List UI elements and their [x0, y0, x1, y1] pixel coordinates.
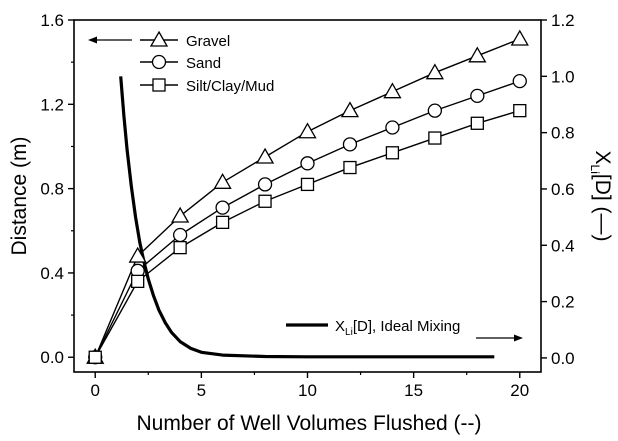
legend-ideal-mixing-label: XLi[D], Ideal Mixing [335, 318, 460, 338]
series-silt-point-3 [215, 215, 230, 229]
y-right-tick-label-3: 0.6 [551, 180, 575, 199]
series-silt-point-2 [173, 240, 187, 255]
series-silt-point-6 [343, 160, 357, 175]
legend-sand-marker [151, 54, 167, 70]
y-axis-right-label-x: X [591, 150, 614, 164]
legend-gravel-marker [149, 30, 169, 47]
x-tick-label-2: 10 [298, 381, 317, 400]
series-sand-point-2 [172, 227, 188, 243]
y-axis-right-label-tail: [D] (—) [591, 174, 614, 242]
x-axis-label: Number of Well Volumes Flushed (--) [136, 412, 481, 435]
series-ideal-mixing-line [119, 76, 495, 359]
series-sand-point-8 [427, 103, 443, 118]
y-right-tick-label-2: 0.4 [551, 236, 575, 255]
series-gravel-point-10 [510, 29, 529, 46]
series-silt-point-7 [385, 146, 400, 160]
series-sand-point-10 [512, 73, 527, 89]
series-gravel-point-1 [128, 246, 147, 263]
legend-arrow-left-head [88, 36, 97, 44]
series-gravel-point-9 [468, 46, 487, 63]
series-silt-point-8 [428, 131, 442, 145]
legend: Gravel Sand Silt/Clay/Mud [88, 30, 274, 95]
series-silt-point-0 [88, 350, 102, 364]
series-gravel-point-8 [425, 63, 444, 80]
series-sand-point-6 [342, 137, 358, 152]
series-gravel-point-6 [340, 101, 360, 118]
y-left-tick-label-4: 1.6 [40, 11, 64, 30]
y-right-tick-label-0: 0.0 [551, 349, 575, 368]
y-axis-right-label: XLi[D] (—) [588, 150, 614, 241]
series-sand-point-5 [300, 156, 315, 171]
series-sand-point-7 [385, 120, 400, 135]
legend-ideal-mixing-sub: Li [345, 327, 353, 338]
y-right-tick-label-5: 1.0 [551, 67, 575, 86]
x-tick-label-3: 15 [404, 381, 423, 400]
series-sand-point-3 [215, 200, 230, 215]
series-sand-point-4 [257, 177, 273, 192]
x-tick-label-1: 5 [197, 381, 206, 400]
y-right-tick-label-1: 0.2 [551, 293, 575, 312]
ticks: 0 5 10 15 20 0.0 0.4 0.8 1.2 1.6 0.0 0.2 0.4 0.6 0.8 1.… [40, 11, 574, 400]
legend-silt-marker [152, 78, 166, 92]
y-axis-left-label: Distance (m) [8, 136, 31, 255]
y-axis-right-label-sub: Li [588, 165, 602, 174]
legend-ideal-mixing-x: X [335, 318, 345, 335]
series-silt-point-1 [131, 274, 145, 289]
legend-sand-label: Sand [186, 55, 221, 72]
y-right-tick-label-4: 0.8 [551, 124, 575, 143]
y-left-tick-label-2: 0.8 [40, 180, 64, 199]
y-left-tick-label-3: 1.2 [40, 95, 64, 114]
series-silt-point-4 [258, 194, 272, 208]
legend-arrow-right-head [514, 334, 523, 342]
legend-right: XLi[D], Ideal Mixing [286, 318, 523, 342]
x-tick-label-0: 0 [90, 381, 99, 400]
series-gravel-point-3 [213, 172, 232, 189]
series-gravel-point-5 [298, 122, 317, 139]
series-gravel-point-7 [383, 82, 402, 99]
y-left-tick-label-1: 0.4 [40, 264, 64, 283]
legend-silt-label: Silt/Clay/Mud [186, 78, 274, 95]
plot-frame [73, 19, 542, 373]
series-layer [86, 29, 529, 365]
series-gravel-point-2 [171, 206, 190, 223]
series-silt-point-5 [300, 177, 315, 192]
y-right-tick-label-6: 1.2 [551, 11, 575, 30]
series-silt-point-10 [513, 103, 527, 118]
legend-gravel-label: Gravel [186, 33, 230, 50]
series-silt-point-9 [470, 116, 484, 130]
series-gravel-point-4 [255, 147, 275, 164]
y-left-tick-label-0: 0.0 [40, 348, 64, 367]
legend-ideal-mixing-tail: [D], Ideal Mixing [353, 318, 461, 335]
x-tick-label-4: 20 [510, 381, 529, 400]
series-sand-point-9 [470, 88, 485, 104]
